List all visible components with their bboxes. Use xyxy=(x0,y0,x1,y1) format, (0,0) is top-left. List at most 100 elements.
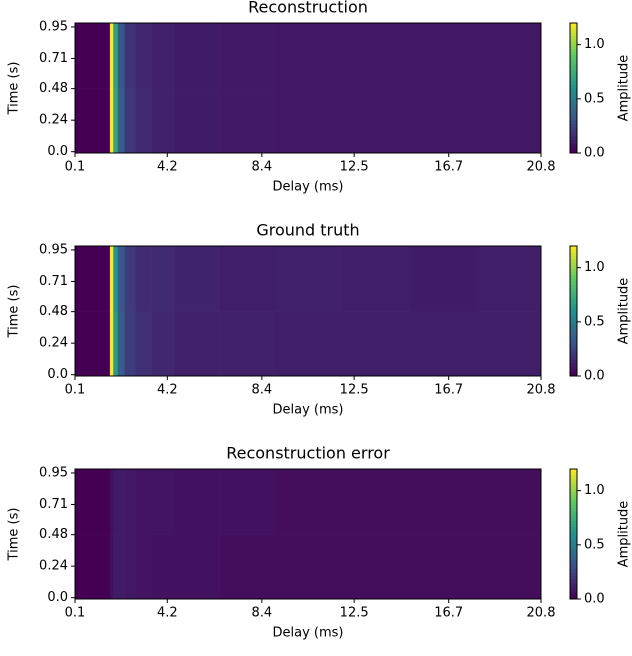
colorbar-segment xyxy=(570,39,577,43)
heatmap-cell xyxy=(342,469,411,535)
heatmap-cell xyxy=(151,246,175,312)
colorbar-segment xyxy=(570,262,577,266)
colorbar-label: Amplitude xyxy=(617,55,632,122)
colorbar-segment xyxy=(570,140,577,144)
heatmap-cell xyxy=(174,469,220,535)
x-tick-label: 8.4 xyxy=(252,606,273,621)
heatmap-cell xyxy=(410,469,479,535)
colorbar-segment xyxy=(570,281,577,286)
heatmap-cell xyxy=(113,88,119,154)
colorbar-segment xyxy=(570,475,577,480)
heatmap-cell xyxy=(75,534,111,600)
heatmap-cell xyxy=(342,311,411,377)
y-tick-label: 0.95 xyxy=(39,19,68,34)
colorbar-segment xyxy=(570,97,577,102)
heatmap-cell xyxy=(135,88,152,154)
heatmap-cell xyxy=(174,534,220,600)
heatmap-cell xyxy=(219,88,276,154)
colorbar-segment xyxy=(570,320,577,325)
colorbar-segment xyxy=(570,278,577,283)
heatmap-cell xyxy=(477,88,542,154)
heatmap-cell xyxy=(124,469,137,535)
x-axis-label: Delay (ms) xyxy=(273,626,344,641)
colorbar-label: Amplitude xyxy=(617,501,632,568)
colorbar-segment xyxy=(570,573,577,577)
colorbar-segment xyxy=(570,130,577,134)
colorbar-segment xyxy=(570,49,577,53)
colorbar-segment xyxy=(570,482,577,486)
heatmap-cell xyxy=(135,469,152,535)
heatmap-cell xyxy=(109,88,114,154)
x-tick-label: 4.2 xyxy=(157,606,178,621)
colorbar-segment xyxy=(570,123,577,128)
heatmap-cell xyxy=(124,23,137,89)
y-tick-label: 0.24 xyxy=(39,336,68,351)
colorbar-segment xyxy=(570,307,577,312)
colorbar-segment xyxy=(570,91,577,95)
colorbar-segment xyxy=(570,58,577,63)
x-tick-label: 0.1 xyxy=(65,160,86,175)
colorbar-segment xyxy=(570,288,577,292)
colorbar-segment xyxy=(570,84,577,89)
colorbar-segment xyxy=(570,511,577,515)
heatmap-cell xyxy=(342,246,411,312)
heatmap-cell xyxy=(219,246,276,312)
heatmap-cell xyxy=(113,469,119,535)
colorbar-segment xyxy=(570,45,577,50)
colorbar-segment xyxy=(570,530,577,535)
colorbar-segment xyxy=(570,501,577,506)
colorbar-segment xyxy=(570,524,577,528)
y-tick-label: 0.95 xyxy=(39,465,68,480)
heatmap-cell xyxy=(342,23,411,89)
y-tick-label: 0.24 xyxy=(39,559,68,574)
heatmap-cell xyxy=(124,246,137,312)
colorbar-segment xyxy=(570,350,577,354)
heatmap-cell xyxy=(477,246,542,312)
colorbar-segment xyxy=(570,353,577,357)
colorbar-segment xyxy=(570,65,577,69)
colorbar-segment xyxy=(570,547,577,551)
heatmap-cell xyxy=(135,311,152,377)
y-tick-label: 0.71 xyxy=(39,497,68,512)
colorbar-segment xyxy=(570,495,577,499)
colorbar-segment xyxy=(570,356,577,361)
colorbar-segment xyxy=(570,311,577,315)
heatmap-cell xyxy=(75,469,111,535)
colorbar-segment xyxy=(570,491,577,496)
heatmap-cell xyxy=(109,534,114,600)
y-tick-label: 0.24 xyxy=(39,113,68,128)
colorbar-segment xyxy=(570,330,577,335)
heatmap-cell xyxy=(275,534,344,600)
heatmap-cell xyxy=(151,534,175,600)
heatmap-cell xyxy=(109,246,114,312)
x-axis-label: Delay (ms) xyxy=(273,403,344,418)
colorbar-tick-label: 1.0 xyxy=(584,37,605,52)
colorbar-segment xyxy=(570,114,577,118)
y-axis-label: Time (s) xyxy=(7,62,22,116)
axes-frame xyxy=(74,468,542,600)
x-axis-label: Delay (ms) xyxy=(273,180,344,195)
colorbar-segment xyxy=(570,255,577,260)
heatmap-cell xyxy=(117,246,125,312)
heatmap-cell xyxy=(109,311,114,377)
colorbar-segment xyxy=(570,550,577,554)
x-tick-label: 4.2 xyxy=(157,383,178,398)
colorbar-segment xyxy=(570,107,577,112)
colorbar-segment xyxy=(570,556,577,561)
colorbar-tick-label: 0.0 xyxy=(584,369,605,384)
colorbar-segment xyxy=(570,586,577,590)
colorbar-frame xyxy=(569,22,578,154)
colorbar-segment xyxy=(570,366,577,370)
heatmap-cell xyxy=(477,23,542,89)
heatmap-cell xyxy=(75,311,111,377)
heatmap-cell xyxy=(477,311,542,377)
colorbar-segment xyxy=(570,146,577,151)
colorbar-segment xyxy=(570,543,577,548)
y-tick-label: 0.71 xyxy=(39,274,68,289)
colorbar-segment xyxy=(570,78,577,82)
x-tick-label: 12.5 xyxy=(340,606,369,621)
colorbar-segment xyxy=(570,136,577,141)
colorbar-segment xyxy=(570,560,577,564)
colorbar-segment xyxy=(570,304,577,309)
